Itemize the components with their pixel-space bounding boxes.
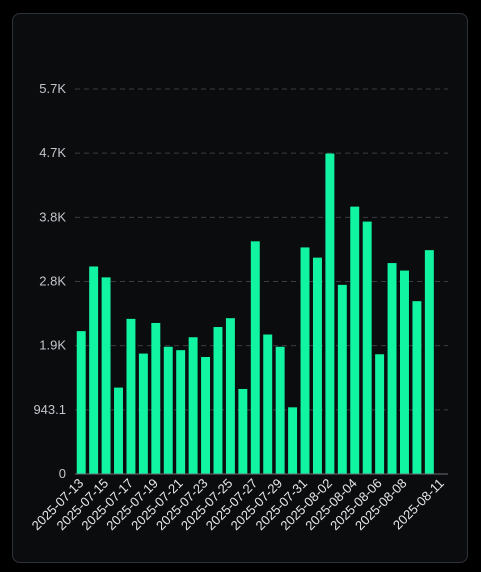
bar[interactable] [263, 334, 273, 474]
bar[interactable] [176, 350, 186, 474]
bar[interactable] [225, 318, 235, 474]
bar[interactable] [424, 250, 434, 474]
bar[interactable] [362, 221, 372, 474]
bar[interactable] [325, 153, 335, 474]
bar[interactable] [76, 331, 86, 474]
x-axis-ticks: 2025-07-132025-07-152025-07-172025-07-19… [29, 476, 447, 534]
bar[interactable] [126, 318, 136, 474]
y-tick-label: 3.8K [39, 209, 66, 224]
bar[interactable] [250, 241, 260, 474]
bar[interactable] [114, 387, 123, 474]
bar[interactable] [337, 284, 347, 474]
y-axis-ticks: 0 943.1 1.9K 2.8K 3.8K 4.7K 5.7K [33, 81, 66, 481]
bar[interactable] [201, 356, 211, 474]
y-tick-label: 1.9K [39, 338, 66, 353]
bar[interactable] [89, 266, 99, 474]
y-tick-label: 0 [59, 466, 66, 481]
bar[interactable] [151, 322, 161, 474]
grid-lines [75, 88, 448, 411]
bar[interactable] [312, 257, 322, 474]
bar[interactable] [375, 354, 385, 474]
bar[interactable] [101, 277, 111, 474]
bar[interactable] [300, 247, 310, 474]
bar[interactable] [412, 301, 422, 474]
bar[interactable] [400, 270, 409, 474]
y-tick-label: 4.7K [39, 145, 66, 160]
bar[interactable] [163, 346, 173, 474]
bar[interactable] [213, 327, 223, 474]
bar[interactable] [387, 263, 397, 474]
bar[interactable] [275, 346, 285, 474]
y-tick-label: 2.8K [39, 274, 66, 289]
bar[interactable] [138, 353, 148, 474]
bar[interactable] [288, 407, 298, 474]
bar[interactable] [188, 337, 198, 474]
bar[interactable] [238, 388, 248, 474]
bar[interactable] [350, 206, 360, 474]
y-tick-label: 5.7K [39, 81, 66, 96]
y-tick-label: 943.1 [33, 402, 66, 417]
bar-series [76, 153, 434, 474]
